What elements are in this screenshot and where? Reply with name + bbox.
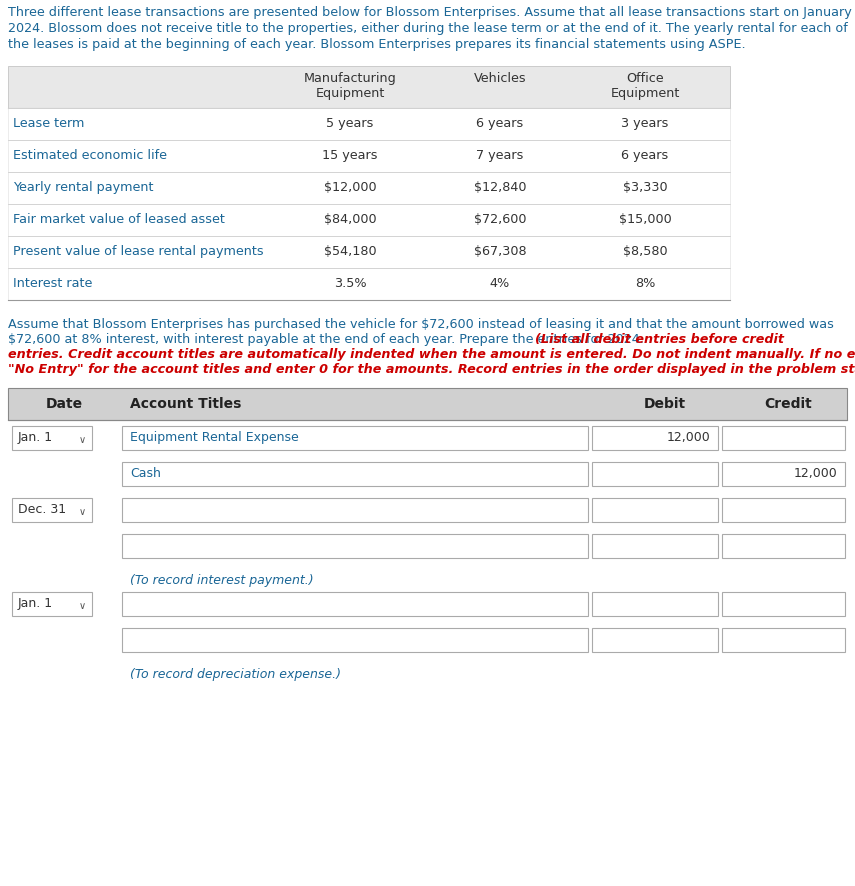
Text: (List all debit entries before credit: (List all debit entries before credit xyxy=(535,333,784,346)
Text: "No Entry" for the account titles and enter 0 for the amounts. Record entries in: "No Entry" for the account titles and en… xyxy=(8,363,855,376)
FancyBboxPatch shape xyxy=(122,462,588,486)
FancyBboxPatch shape xyxy=(722,426,845,450)
Text: Cash: Cash xyxy=(130,467,161,480)
Text: $8,580: $8,580 xyxy=(622,245,667,258)
Text: Jan. 1: Jan. 1 xyxy=(18,431,53,444)
FancyBboxPatch shape xyxy=(722,534,845,558)
FancyBboxPatch shape xyxy=(8,204,730,236)
Text: 6 years: 6 years xyxy=(476,117,523,130)
Text: Jan. 1: Jan. 1 xyxy=(18,597,53,610)
Text: Dec. 31: Dec. 31 xyxy=(18,503,66,516)
Text: $12,000: $12,000 xyxy=(324,181,376,194)
FancyBboxPatch shape xyxy=(592,628,718,652)
Text: Account Titles: Account Titles xyxy=(130,397,241,411)
Text: $3,330: $3,330 xyxy=(622,181,667,194)
FancyBboxPatch shape xyxy=(8,140,730,172)
FancyBboxPatch shape xyxy=(122,426,588,450)
Text: $72,600: $72,600 xyxy=(474,213,526,226)
Text: Three different lease transactions are presented below for Blossom Enterprises. : Three different lease transactions are p… xyxy=(8,6,855,19)
Text: Equipment Rental Expense: Equipment Rental Expense xyxy=(130,431,298,444)
Text: 12,000: 12,000 xyxy=(666,431,710,444)
Text: 8%: 8% xyxy=(634,277,655,290)
Text: (To record depreciation expense.): (To record depreciation expense.) xyxy=(130,668,341,681)
Text: Estimated economic life: Estimated economic life xyxy=(13,149,167,162)
FancyBboxPatch shape xyxy=(122,592,588,616)
Text: $67,308: $67,308 xyxy=(474,245,527,258)
FancyBboxPatch shape xyxy=(722,462,845,486)
Text: $54,180: $54,180 xyxy=(324,245,376,258)
Text: Manufacturing
Equipment: Manufacturing Equipment xyxy=(304,72,397,100)
Text: entries. Credit account titles are automatically indented when the amount is ent: entries. Credit account titles are autom… xyxy=(8,348,855,361)
Text: Office
Equipment: Office Equipment xyxy=(610,72,680,100)
Text: $15,000: $15,000 xyxy=(619,213,671,226)
Text: Lease term: Lease term xyxy=(13,117,85,130)
FancyBboxPatch shape xyxy=(122,628,588,652)
Text: Debit: Debit xyxy=(644,397,686,411)
Text: 7 years: 7 years xyxy=(476,149,523,162)
FancyBboxPatch shape xyxy=(8,172,730,204)
Text: $72,600 at 8% interest, with interest payable at the end of each year. Prepare t: $72,600 at 8% interest, with interest pa… xyxy=(8,333,648,346)
Text: ∨: ∨ xyxy=(79,435,86,445)
FancyBboxPatch shape xyxy=(722,498,845,522)
FancyBboxPatch shape xyxy=(592,462,718,486)
FancyBboxPatch shape xyxy=(8,108,730,140)
Text: Yearly rental payment: Yearly rental payment xyxy=(13,181,154,194)
FancyBboxPatch shape xyxy=(592,534,718,558)
Text: Interest rate: Interest rate xyxy=(13,277,92,290)
Text: 4%: 4% xyxy=(490,277,510,290)
FancyBboxPatch shape xyxy=(722,592,845,616)
FancyBboxPatch shape xyxy=(12,498,92,522)
Text: (To record interest payment.): (To record interest payment.) xyxy=(130,574,314,587)
Text: Vehicles: Vehicles xyxy=(474,72,527,85)
Text: ∨: ∨ xyxy=(79,601,86,611)
Text: $12,840: $12,840 xyxy=(474,181,526,194)
FancyBboxPatch shape xyxy=(12,592,92,616)
FancyBboxPatch shape xyxy=(122,498,588,522)
Text: ∨: ∨ xyxy=(79,507,86,517)
Text: 2024. Blossom does not receive title to the properties, either during the lease : 2024. Blossom does not receive title to … xyxy=(8,22,848,35)
FancyBboxPatch shape xyxy=(592,592,718,616)
Text: Present value of lease rental payments: Present value of lease rental payments xyxy=(13,245,263,258)
FancyBboxPatch shape xyxy=(8,268,730,300)
Text: Credit: Credit xyxy=(764,397,812,411)
FancyBboxPatch shape xyxy=(592,426,718,450)
Text: $84,000: $84,000 xyxy=(324,213,376,226)
Text: Fair market value of leased asset: Fair market value of leased asset xyxy=(13,213,225,226)
FancyBboxPatch shape xyxy=(122,534,588,558)
FancyBboxPatch shape xyxy=(12,426,92,450)
Text: 6 years: 6 years xyxy=(622,149,669,162)
Text: Date: Date xyxy=(45,397,83,411)
FancyBboxPatch shape xyxy=(592,498,718,522)
Text: 5 years: 5 years xyxy=(327,117,374,130)
Text: 15 years: 15 years xyxy=(322,149,378,162)
Text: 12,000: 12,000 xyxy=(793,467,837,480)
FancyBboxPatch shape xyxy=(8,388,847,420)
Text: the leases is paid at the beginning of each year. Blossom Enterprises prepares i: the leases is paid at the beginning of e… xyxy=(8,38,746,51)
FancyBboxPatch shape xyxy=(8,236,730,268)
FancyBboxPatch shape xyxy=(8,66,730,108)
Text: 3 years: 3 years xyxy=(622,117,669,130)
FancyBboxPatch shape xyxy=(722,628,845,652)
Text: 3.5%: 3.5% xyxy=(333,277,366,290)
Text: Assume that Blossom Enterprises has purchased the vehicle for $72,600 instead of: Assume that Blossom Enterprises has purc… xyxy=(8,318,834,331)
